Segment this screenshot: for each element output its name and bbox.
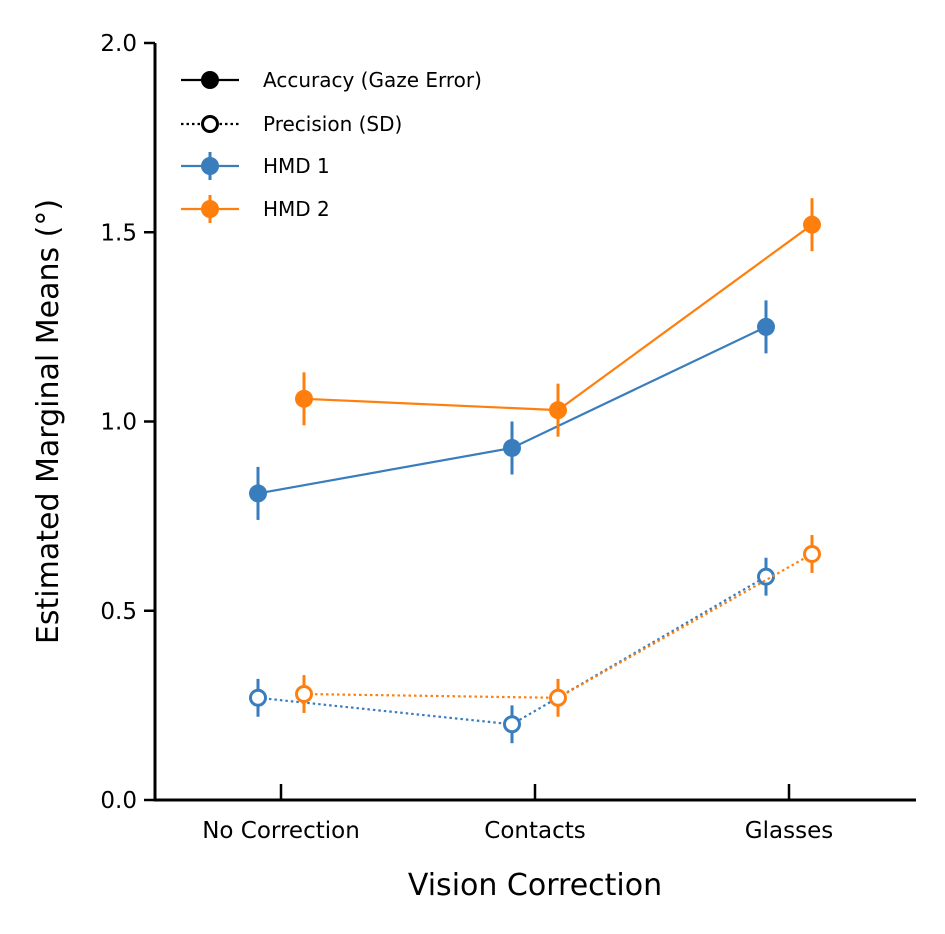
legend-label: HMD 1 xyxy=(263,154,330,178)
data-point xyxy=(803,544,821,563)
legend-item: Precision (SD) xyxy=(181,112,402,136)
series-hmd-1-precision xyxy=(249,557,775,744)
x-tick-label: No Correction xyxy=(202,818,360,844)
legend-item: Accuracy (Gaze Error) xyxy=(181,68,482,92)
x-axis-title: Vision Correction xyxy=(408,868,662,903)
data-point xyxy=(757,317,775,336)
x-tick-label: Glasses xyxy=(745,818,833,844)
data-point xyxy=(803,215,821,234)
y-tick-label: 0.5 xyxy=(100,599,137,625)
legend-item: HMD 2 xyxy=(181,195,330,223)
y-tick-label: 1.0 xyxy=(100,410,137,436)
y-axis-title: Estimated Marginal Means (°) xyxy=(31,199,66,644)
data-point xyxy=(249,688,267,707)
legend-item: HMD 1 xyxy=(181,152,330,180)
data-point xyxy=(549,401,567,420)
legend-label: Accuracy (Gaze Error) xyxy=(263,68,482,92)
series-hmd-2-precision xyxy=(295,535,821,717)
data-point xyxy=(295,685,313,704)
legend: Accuracy (Gaze Error) Precision (SD) HMD 1… xyxy=(181,68,482,223)
data-point xyxy=(503,438,521,457)
series-line xyxy=(303,223,813,412)
legend-marker xyxy=(201,157,219,175)
chart-marks xyxy=(249,198,821,744)
x-tick-label: Contacts xyxy=(484,818,585,844)
legend-marker xyxy=(201,71,219,89)
series-hmd-2-accuracy xyxy=(295,198,821,437)
series-line xyxy=(303,553,813,699)
legend-marker xyxy=(201,115,219,133)
y-tick-label: 0.0 xyxy=(100,788,137,814)
series-line xyxy=(257,575,767,726)
y-tick-label: 2.0 xyxy=(100,31,137,57)
axes: 0.0 0.5 1.0 1.5 2.0 No Correction Contacts Glas… xyxy=(31,31,916,903)
y-tick-label: 1.5 xyxy=(100,220,137,246)
data-point xyxy=(757,567,775,586)
legend-label: Precision (SD) xyxy=(263,112,402,136)
data-point xyxy=(295,389,313,408)
data-point xyxy=(503,715,521,734)
data-point xyxy=(549,688,567,707)
data-point xyxy=(249,484,267,503)
legend-marker xyxy=(201,200,219,218)
series-hmd-1-accuracy xyxy=(249,300,775,520)
legend-label: HMD 2 xyxy=(263,197,330,221)
